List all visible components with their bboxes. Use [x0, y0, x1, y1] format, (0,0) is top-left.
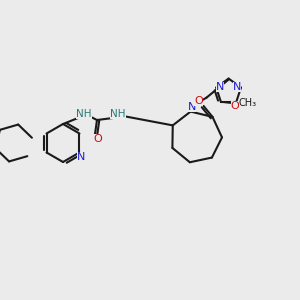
- Text: N: N: [188, 102, 196, 112]
- Text: N: N: [216, 82, 224, 92]
- Text: O: O: [194, 96, 203, 106]
- Text: NH: NH: [76, 109, 92, 119]
- Text: O: O: [231, 101, 240, 111]
- Text: N: N: [77, 152, 86, 161]
- Text: N: N: [233, 82, 241, 92]
- Text: O: O: [94, 134, 102, 144]
- Text: CH₃: CH₃: [239, 98, 257, 108]
- Text: NH: NH: [110, 109, 126, 119]
